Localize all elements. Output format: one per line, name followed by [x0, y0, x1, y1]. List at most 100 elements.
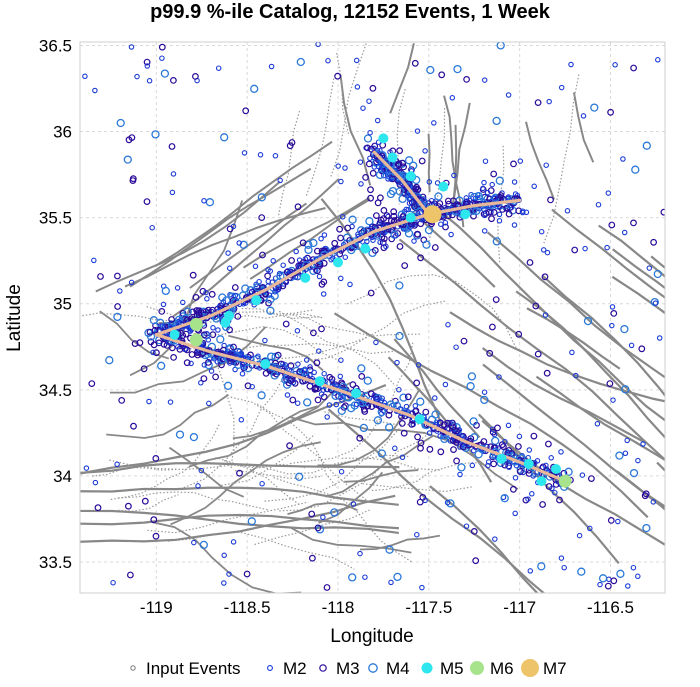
event-marker — [363, 376, 372, 385]
event-marker — [541, 273, 549, 281]
event-marker — [616, 569, 625, 578]
event-marker — [564, 208, 571, 214]
event-marker — [170, 354, 178, 361]
event-marker-m6 — [558, 474, 572, 488]
legend-marker-m7 — [521, 659, 539, 677]
event-marker — [407, 224, 413, 230]
event-marker — [204, 359, 212, 366]
event-marker-m5 — [405, 171, 416, 182]
event-marker — [238, 417, 245, 423]
event-marker — [191, 72, 199, 80]
event-marker — [296, 57, 305, 67]
event-marker — [490, 208, 498, 216]
event-marker — [469, 462, 476, 469]
event-marker-m5 — [300, 272, 311, 283]
y-axis-label: Latitude — [4, 284, 25, 352]
fault-line — [117, 494, 179, 512]
fault-line — [215, 454, 410, 475]
event-marker — [195, 307, 203, 315]
event-marker — [336, 225, 344, 233]
event-marker — [542, 312, 549, 318]
event-marker — [348, 573, 357, 582]
event-marker — [481, 179, 487, 186]
event-marker — [212, 373, 220, 381]
chart-title: p99.9 %-ile Catalog, 12152 Events, 1 Wee… — [150, 1, 551, 23]
fault-line — [277, 110, 301, 216]
event-marker — [630, 64, 637, 72]
event-marker — [362, 574, 368, 580]
event-marker — [396, 386, 402, 393]
event-marker — [335, 163, 341, 169]
fault-line — [336, 52, 350, 136]
event-marker — [375, 163, 382, 170]
x-tick-label: -117.5 — [405, 598, 452, 617]
event-marker — [350, 501, 357, 507]
event-marker — [225, 250, 231, 256]
event-marker — [239, 371, 246, 377]
event-marker — [334, 72, 342, 80]
event-marker — [349, 381, 357, 389]
y-tick-label: 36 — [53, 123, 72, 142]
event-marker — [488, 215, 495, 223]
event-marker — [588, 475, 595, 483]
event-marker — [537, 562, 546, 571]
event-marker-m6 — [189, 333, 203, 347]
event-marker — [316, 273, 323, 280]
event-marker — [395, 281, 404, 290]
event-marker — [484, 189, 491, 196]
event-marker — [440, 421, 448, 429]
event-marker — [116, 118, 125, 128]
event-marker — [438, 71, 446, 79]
event-marker — [151, 130, 160, 139]
event-marker — [590, 103, 599, 112]
event-marker — [374, 199, 382, 207]
event-marker — [288, 268, 294, 275]
event-marker — [383, 243, 389, 250]
event-marker — [607, 108, 614, 116]
event-marker — [282, 380, 292, 389]
event-marker — [500, 443, 507, 451]
event-marker — [307, 364, 313, 370]
event-marker — [400, 429, 408, 437]
event-marker — [314, 247, 321, 255]
event-marker — [558, 449, 564, 455]
event-marker — [114, 461, 120, 468]
event-marker — [130, 422, 137, 430]
event-marker — [282, 362, 289, 368]
event-marker — [368, 403, 376, 411]
fault-line — [551, 208, 665, 299]
event-marker — [369, 84, 377, 92]
event-marker — [480, 185, 486, 192]
event-marker — [427, 415, 437, 424]
event-marker-m5 — [314, 376, 325, 387]
event-marker — [313, 359, 321, 367]
event-marker — [357, 550, 363, 557]
event-marker — [183, 307, 192, 316]
event-marker — [457, 463, 466, 472]
event-marker — [525, 496, 531, 502]
fault-line — [497, 145, 505, 264]
fault-line — [172, 178, 340, 318]
event-marker — [286, 442, 294, 450]
event-marker — [569, 349, 575, 356]
fault-line — [235, 470, 323, 480]
event-marker — [419, 193, 427, 201]
event-marker — [198, 467, 205, 474]
legend-marker-m4 — [368, 663, 378, 673]
event-marker — [547, 196, 554, 204]
event-marker — [413, 379, 421, 387]
event-marker — [282, 320, 290, 328]
event-marker — [597, 581, 603, 588]
event-marker — [329, 379, 335, 385]
event-marker — [621, 385, 630, 394]
event-marker — [365, 217, 374, 226]
event-marker — [226, 265, 233, 272]
fault-line — [147, 501, 309, 534]
event-marker — [346, 404, 356, 413]
event-marker — [418, 157, 426, 165]
event-marker — [125, 136, 133, 144]
event-marker — [315, 42, 321, 48]
event-marker — [390, 208, 398, 216]
event-marker — [167, 399, 174, 405]
